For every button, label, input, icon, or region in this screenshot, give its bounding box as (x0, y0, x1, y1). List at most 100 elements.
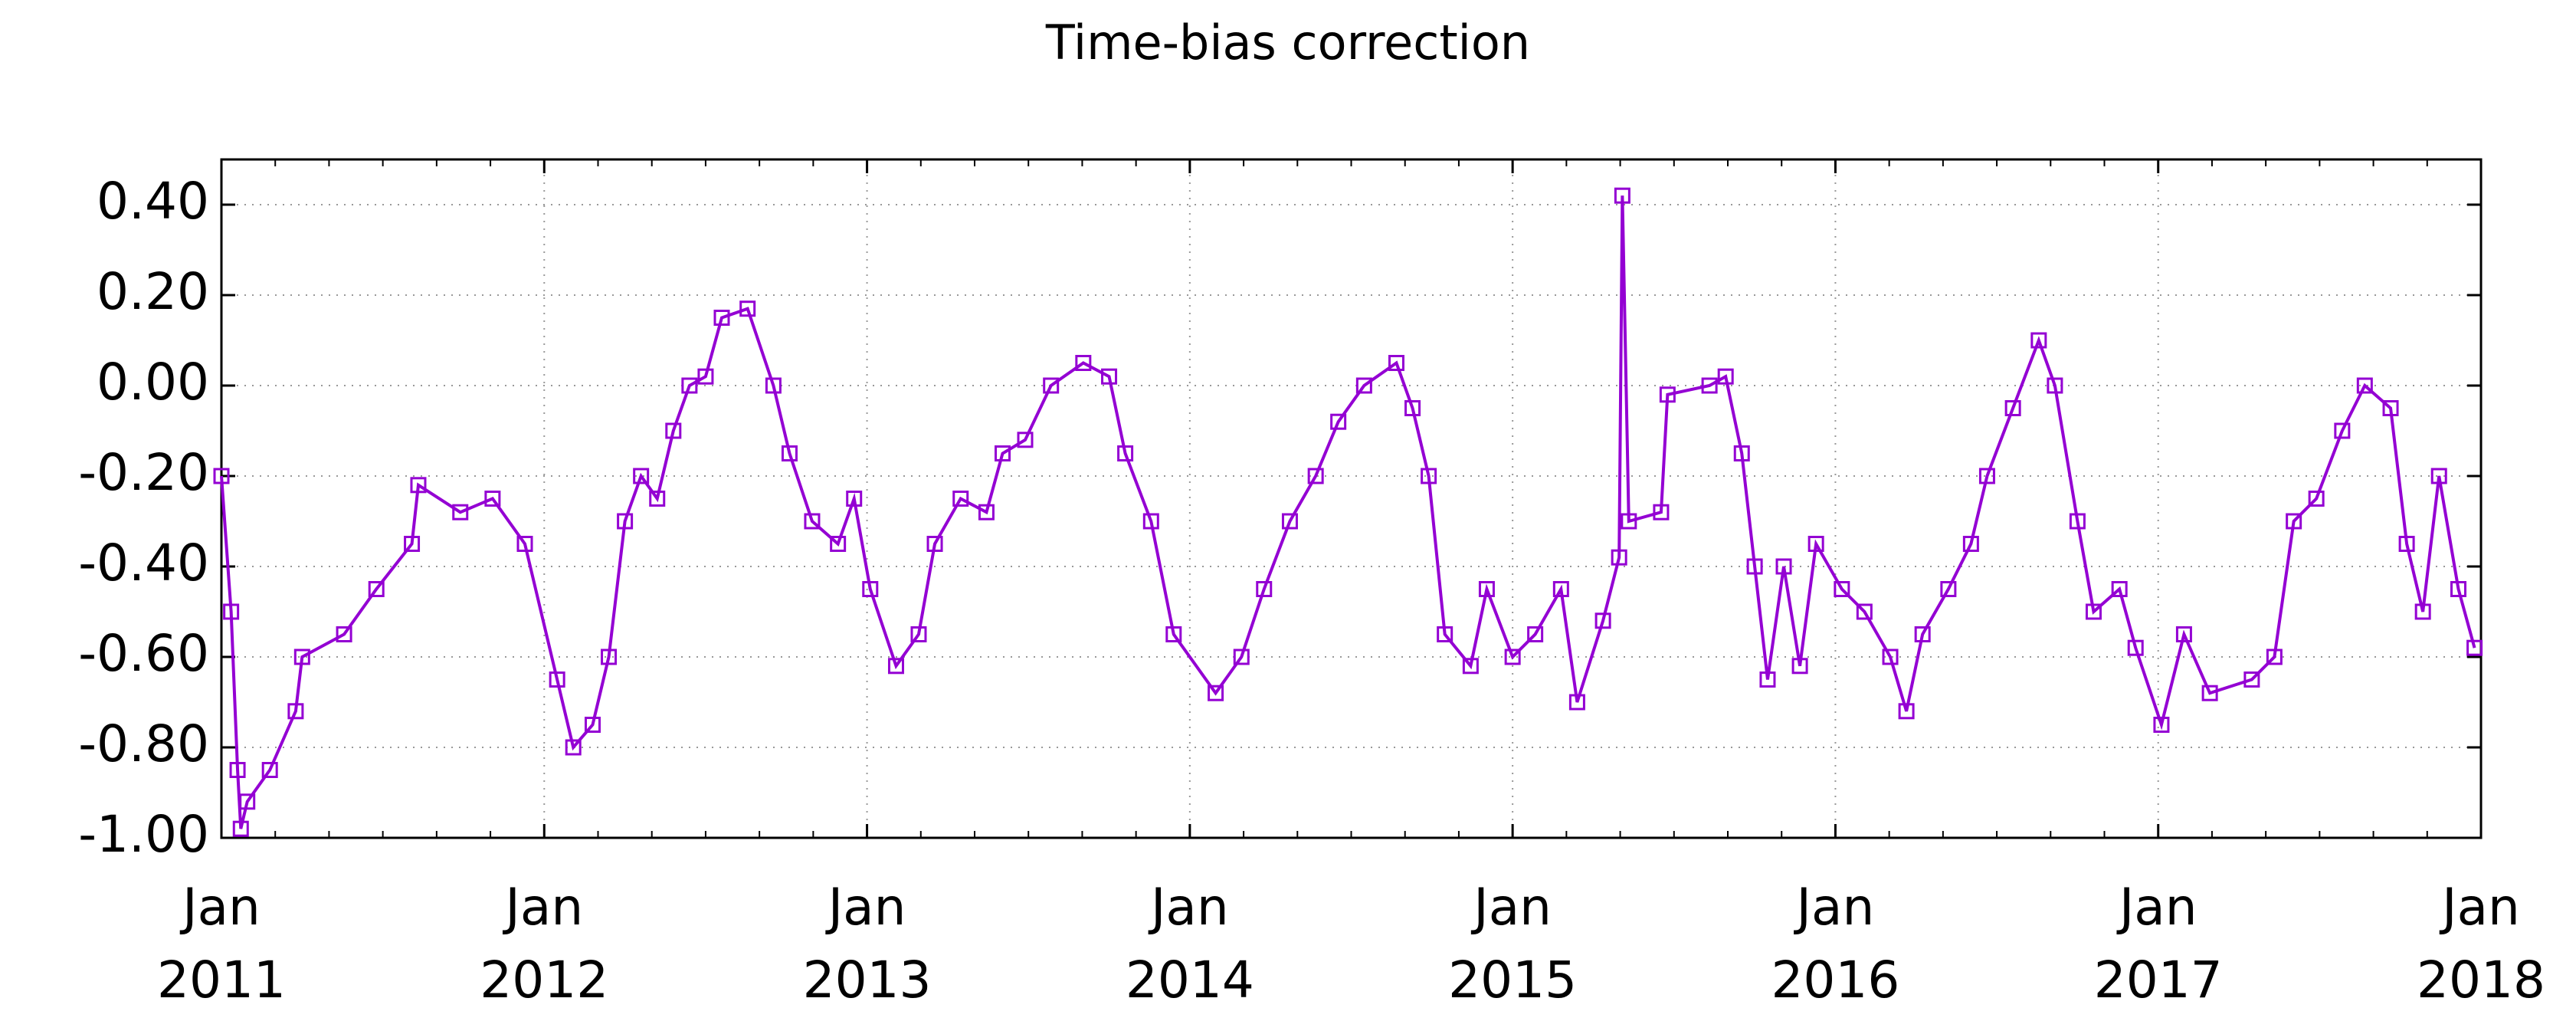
point-marker (665, 422, 682, 439)
point-marker (1437, 626, 1454, 642)
point-marker (549, 671, 565, 688)
plot-frame (220, 158, 2483, 839)
x-tick-label: Jan 2012 (480, 878, 608, 1010)
point-marker (2243, 671, 2260, 688)
y-tick-label: -0.40 (78, 534, 209, 593)
point-marker (1568, 694, 1585, 711)
point-marker (584, 717, 601, 733)
point-marker (1527, 626, 1544, 642)
point-marker (213, 468, 230, 484)
point-marker (952, 491, 969, 507)
point-marker (1614, 187, 1630, 204)
point-marker (2450, 581, 2467, 597)
point-marker (1717, 368, 1734, 385)
point-marker (713, 310, 730, 326)
point-marker (2286, 513, 2302, 530)
point-marker (830, 536, 847, 552)
point-marker (1281, 513, 1298, 530)
point-marker (617, 513, 634, 530)
point-marker (601, 648, 618, 665)
point-marker (1462, 658, 1479, 675)
point-marker (1233, 648, 1250, 665)
point-marker (804, 513, 821, 530)
series-line (220, 195, 2476, 829)
point-marker (368, 581, 385, 597)
point-marker (2175, 626, 2192, 642)
point-marker (846, 491, 863, 507)
point-marker (1962, 536, 1979, 552)
point-marker (1043, 377, 1060, 394)
point-marker (2398, 536, 2415, 552)
point-marker (1653, 504, 1670, 520)
point-marker (1775, 558, 1792, 575)
point-marker (1165, 626, 1182, 642)
point-marker (1421, 468, 1437, 484)
y-tick-label: 0.40 (97, 172, 209, 231)
point-marker (2030, 332, 2047, 349)
x-tick-label: Jan 2011 (157, 878, 286, 1010)
point-marker (410, 477, 427, 494)
point-marker (484, 491, 501, 507)
point-marker (2308, 491, 2325, 507)
point-marker (781, 445, 798, 461)
point-marker (1256, 581, 1273, 597)
point-marker (887, 658, 904, 675)
point-marker (287, 703, 304, 720)
point-marker (2334, 422, 2351, 439)
point-marker (1914, 626, 1931, 642)
point-marker (926, 536, 943, 552)
point-marker (1807, 536, 1824, 552)
y-tick-label: -0.60 (78, 624, 209, 683)
point-marker (1552, 581, 1569, 597)
point-marker (1882, 648, 1899, 665)
point-marker (223, 603, 240, 620)
point-marker (2004, 400, 2021, 416)
point-marker (1759, 671, 1776, 688)
point-marker (2201, 685, 2218, 701)
point-marker (1611, 549, 1627, 566)
point-marker (862, 581, 879, 597)
point-marker (765, 377, 782, 394)
point-marker (452, 504, 469, 520)
point-marker (1898, 703, 1915, 720)
point-marker (1504, 648, 1521, 665)
point-marker (1940, 581, 1957, 597)
x-tick-label: Jan 2014 (1126, 878, 1254, 1010)
point-marker (1978, 468, 1995, 484)
point-marker (2430, 468, 2447, 484)
point-marker (1017, 432, 1034, 448)
point-marker (649, 491, 666, 507)
point-marker (1834, 581, 1850, 597)
point-marker (1208, 685, 1224, 701)
point-marker (1659, 386, 1676, 403)
y-tick-label: -0.80 (78, 714, 209, 773)
point-marker (633, 468, 650, 484)
point-marker (1388, 355, 1404, 371)
point-marker (404, 536, 421, 552)
point-marker (2414, 603, 2431, 620)
point-marker (1594, 612, 1611, 629)
point-marker (261, 762, 278, 778)
point-marker (697, 368, 714, 385)
point-marker (1791, 658, 1808, 675)
point-marker (516, 536, 533, 552)
point-marker (2153, 717, 2170, 733)
point-marker (2111, 581, 2128, 597)
point-marker (229, 762, 246, 778)
point-marker (978, 504, 995, 520)
y-tick-label: 0.20 (97, 262, 209, 321)
point-marker (2127, 639, 2144, 656)
point-marker (1856, 603, 1873, 620)
point-marker (2356, 377, 2373, 394)
point-marker (293, 648, 310, 665)
x-tick-label: Jan 2013 (803, 878, 932, 1010)
point-marker (2466, 639, 2483, 656)
chart-title: Time-bias correction (1045, 15, 1530, 71)
point-marker (1621, 513, 1637, 530)
point-marker (1307, 468, 1324, 484)
point-marker (1075, 355, 1092, 371)
point-marker (1142, 513, 1159, 530)
x-tick-label: Jan 2017 (2094, 878, 2223, 1010)
point-marker (910, 626, 927, 642)
point-marker (1746, 558, 1763, 575)
